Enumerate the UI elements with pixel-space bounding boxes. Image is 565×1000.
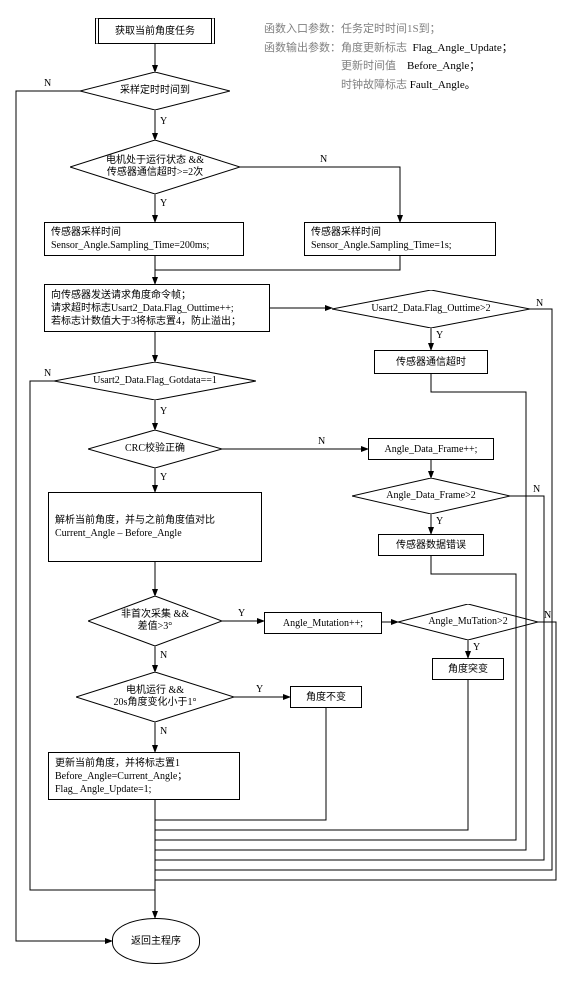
- decision-mutation: Angle_MuTation>2: [398, 604, 538, 640]
- lbl-d3-y: Y: [436, 330, 443, 341]
- end-label: 返回主程序: [131, 935, 181, 948]
- d6-label: Angle_Data_Frame>2: [386, 490, 476, 502]
- d4-label: Usart2_Data.Flag_Gotdata==1: [93, 375, 217, 387]
- d9-label: 电机运行 && 20s角度变化小于1°: [114, 685, 197, 709]
- p8-label: Angle_Mutation++;: [283, 617, 363, 630]
- decision-diff: 非首次采集 && 差值>3°: [88, 596, 222, 646]
- header-block: 函数入口参数：任务定时时间1S到； 函数输出参数：角度更新标志 Flag_Ang…: [264, 20, 564, 95]
- lbl-d5-n: N: [318, 436, 325, 447]
- header-l2b: 角度更新标志: [341, 42, 407, 54]
- process-update: 更新当前角度，并将标志置1 Before_Angle=Current_Angle…: [48, 752, 240, 800]
- p1-label: 传感器采样时间 Sensor_Angle.Sampling_Time=200ms…: [49, 226, 239, 252]
- p7-label: 解析当前角度，并与之前角度值对比 Current_Angle – Before_…: [53, 514, 257, 540]
- decision-dataframe: Angle_Data_Frame>2: [352, 478, 510, 514]
- process-sampling-200ms: 传感器采样时间 Sensor_Angle.Sampling_Time=200ms…: [44, 222, 244, 256]
- process-mutation-inc: Angle_Mutation++;: [264, 612, 382, 634]
- process-parse-angle: 解析当前角度，并与之前角度值对比 Current_Angle – Before_…: [48, 492, 262, 562]
- process-send-frame: 向传感器发送请求角度命令帧； 请求超时标志Usart2_Data.Flag_Ou…: [44, 284, 270, 332]
- p2-label: 传感器采样时间 Sensor_Angle.Sampling_Time=1s;: [309, 226, 491, 252]
- lbl-d4-y: Y: [160, 406, 167, 417]
- lbl-d9-y: Y: [256, 684, 263, 695]
- decision-gotdata: Usart2_Data.Flag_Gotdata==1: [54, 362, 256, 400]
- lbl-d1-y: Y: [160, 116, 167, 127]
- decision-immobile: 电机运行 && 20s角度变化小于1°: [76, 672, 234, 722]
- start-node: 获取当前角度任务: [95, 18, 215, 44]
- header-l2c: Flag_Angle_Update；: [413, 42, 513, 54]
- lbl-d2-y: Y: [160, 198, 167, 209]
- d3-label: Usart2_Data.Flag_Outtime>2: [371, 303, 490, 315]
- lbl-d7-n: N: [160, 650, 167, 661]
- process-data-error: 传感器数据错误: [378, 534, 484, 556]
- lbl-d8-n: N: [544, 610, 551, 621]
- decision-outtime: Usart2_Data.Flag_Outtime>2: [332, 290, 530, 328]
- process-sampling-1s: 传感器采样时间 Sensor_Angle.Sampling_Time=1s;: [304, 222, 496, 256]
- p5-label: Angle_Data_Frame++;: [385, 443, 478, 456]
- lbl-d3-n: N: [536, 298, 543, 309]
- p9-label: 角度突变: [448, 663, 488, 676]
- decision-motor-state: 电机处于运行状态 && 传感器通信超时>=2次: [70, 140, 240, 194]
- header-l1b: 任务定时时间1S到；: [341, 23, 441, 35]
- p3-label: 向传感器发送请求角度命令帧； 请求超时标志Usart2_Data.Flag_Ou…: [49, 289, 265, 328]
- end-node: 返回主程序: [112, 918, 200, 964]
- process-comm-timeout: 传感器通信超时: [374, 350, 488, 374]
- p6-label: 传感器数据错误: [396, 539, 466, 552]
- lbl-d1-n: N: [44, 78, 51, 89]
- start-label: 获取当前角度任务: [115, 25, 195, 38]
- d1-label: 采样定时时间到: [120, 85, 190, 97]
- d8-label: Angle_MuTation>2: [428, 616, 507, 628]
- lbl-d6-y: Y: [436, 516, 443, 527]
- header-l3c: Before_Angle；: [407, 60, 480, 72]
- lbl-d6-n: N: [533, 484, 540, 495]
- process-mutation-result: 角度突变: [432, 658, 504, 680]
- p11-label: 更新当前角度，并将标志置1 Before_Angle=Current_Angle…: [53, 757, 235, 796]
- lbl-d2-n: N: [320, 154, 327, 165]
- process-dataframe-inc: Angle_Data_Frame++;: [368, 438, 494, 460]
- lbl-d8-y: Y: [473, 642, 480, 653]
- header-l3b: 更新时间值: [341, 60, 396, 72]
- p10-label: 角度不变: [306, 691, 346, 704]
- header-l1a: 函数入口参数：: [264, 23, 341, 35]
- d7-label: 非首次采集 && 差值>3°: [121, 609, 189, 633]
- header-l4c: Fault_Angle。: [410, 79, 476, 91]
- d2-label: 电机处于运行状态 && 传感器通信超时>=2次: [106, 155, 204, 179]
- header-l4b: 时钟故障标志: [341, 79, 407, 91]
- decision-crc: CRC校验正确: [88, 430, 222, 468]
- process-no-change: 角度不变: [290, 686, 362, 708]
- lbl-d5-y: Y: [160, 472, 167, 483]
- lbl-d4-n: N: [44, 368, 51, 379]
- lbl-d9-n: N: [160, 726, 167, 737]
- decision-sampling-time: 采样定时时间到: [80, 72, 230, 110]
- header-l2a: 函数输出参数：: [264, 42, 341, 54]
- d5-label: CRC校验正确: [125, 443, 185, 455]
- p4-label: 传感器通信超时: [396, 356, 466, 369]
- lbl-d7-y: Y: [238, 608, 245, 619]
